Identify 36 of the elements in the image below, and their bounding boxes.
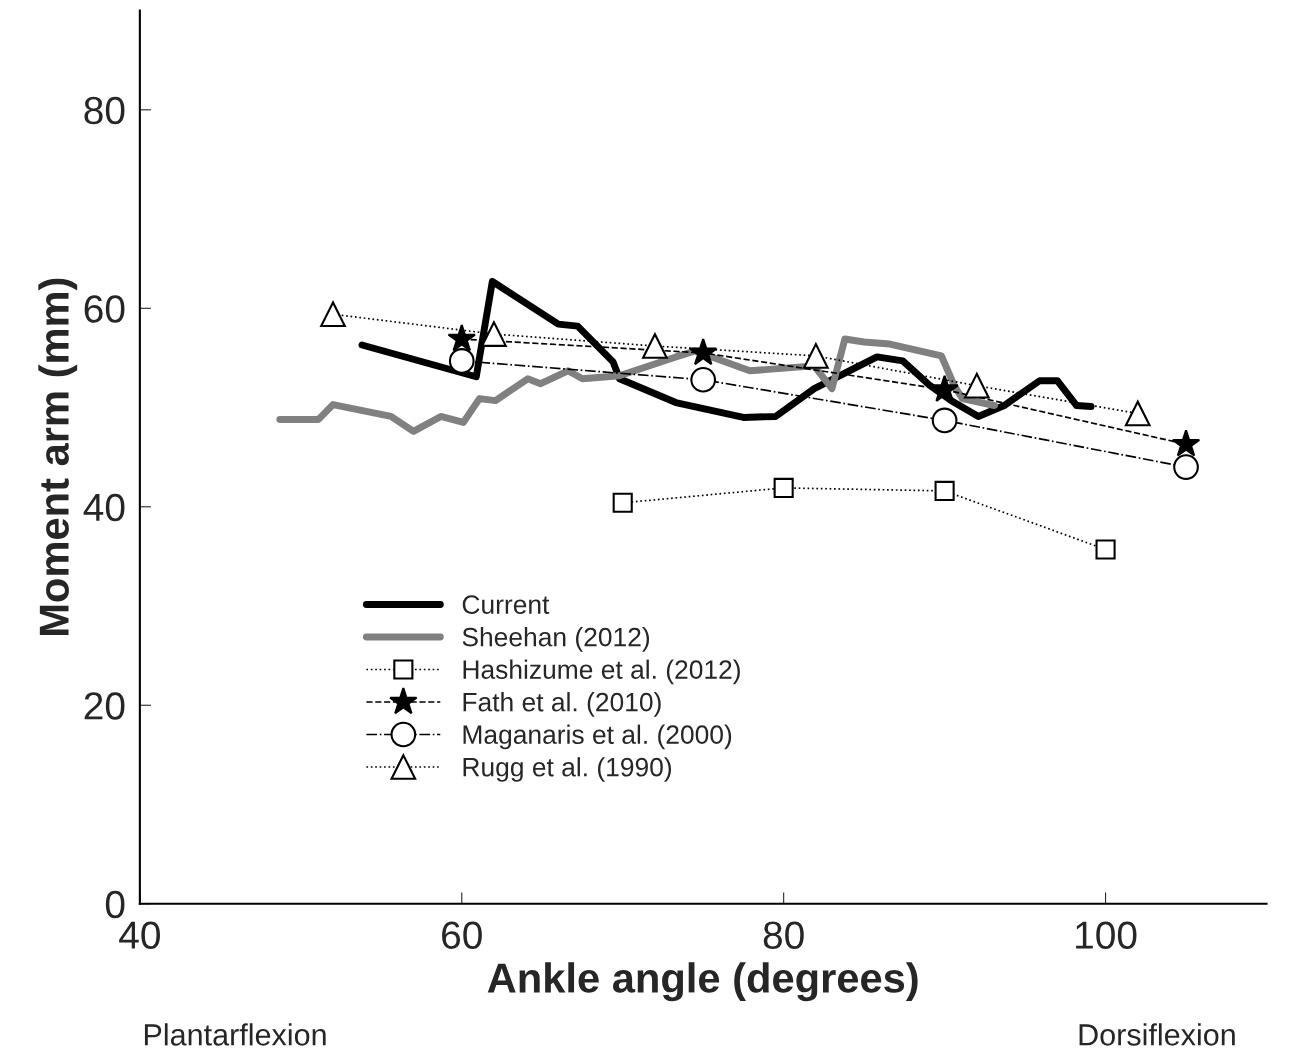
legend-label: Hashizume et al. (2012) [463, 659, 740, 685]
y-tick-label: 20 [84, 692, 125, 720]
legend-label: Current [462, 595, 550, 614]
point [1124, 400, 1151, 427]
point [320, 301, 346, 328]
point [481, 321, 507, 347]
y-tick-label: 40 [83, 493, 125, 522]
point [690, 366, 717, 393]
legend-label: Sheehan (2012) [462, 627, 650, 652]
point [803, 343, 829, 369]
y-tick-label: 80 [84, 96, 125, 125]
point [448, 348, 475, 374]
x-axis-title: Ankle angle (degrees) [487, 962, 918, 1002]
x-tick-label: 60 [442, 921, 482, 949]
point [1173, 454, 1199, 480]
y-axis-title: Moment arm (mm) [38, 278, 78, 635]
legend-label: Rugg et al. (1990) [463, 757, 672, 782]
text: Dorsiflexion [1079, 1023, 1235, 1046]
x-tick-label: 80 [763, 921, 804, 949]
point [1095, 539, 1116, 560]
point [447, 324, 477, 352]
y-tick-label: 60 [84, 295, 125, 323]
point [773, 477, 794, 498]
point [688, 338, 718, 366]
point [931, 407, 958, 434]
point [642, 333, 668, 359]
point [1171, 429, 1201, 457]
point [612, 492, 633, 513]
y-tick-label: 0 [105, 890, 125, 919]
point [934, 480, 955, 501]
x-tick-label: 100 [1076, 921, 1137, 949]
legend-label: Maganaris et al. (2000) [463, 724, 732, 750]
text: Plantarflexion [144, 1023, 326, 1046]
legend-label: Fath et al. (2010) [463, 692, 661, 717]
point [963, 372, 990, 399]
x-tick-label: 40 [119, 921, 160, 949]
